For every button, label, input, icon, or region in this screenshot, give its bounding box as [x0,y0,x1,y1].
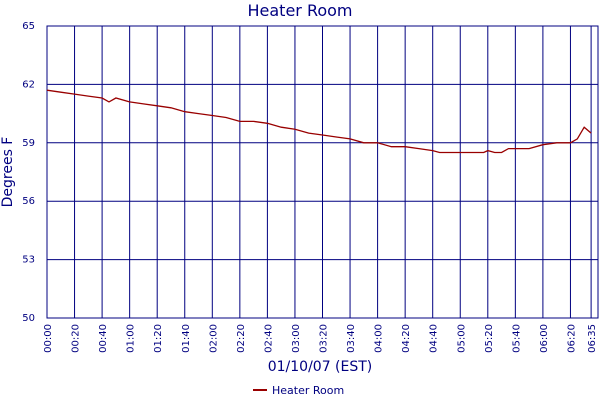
x-tick-label: 01:20 [153,324,164,353]
x-axis-label: 01/10/07 (EST) [267,359,373,375]
x-tick-label: 04:00 [374,324,385,353]
x-tick-label: 04:20 [401,324,412,353]
x-tick-label: 05:40 [511,324,522,353]
legend-swatch [253,389,267,391]
y-tick-label: 53 [22,255,35,266]
x-tick-label: 00:00 [43,324,54,353]
x-tick-label: 06:20 [566,324,577,353]
x-tick-label: 02:40 [263,324,274,353]
chart-title: Heater Room [247,1,353,20]
y-tick-label: 65 [22,21,35,32]
y-tick-label: 50 [22,313,35,324]
x-tick-label: 01:40 [181,324,192,353]
x-tick-label: 05:20 [484,324,495,353]
x-tick-label: 03:00 [291,324,302,353]
x-tick-label: 00:40 [98,324,109,353]
series-line [46,89,592,154]
x-tick-label: 04:40 [429,324,440,353]
x-tick-label: 06:00 [539,324,550,353]
x-tick-label: 03:20 [319,324,330,353]
y-tick-label: 59 [22,138,35,149]
y-tick-label: 56 [22,196,35,207]
x-tick-label: 06:35 [587,324,598,353]
x-tick-label: 00:20 [71,324,82,353]
x-tick-label: 05:00 [456,324,467,353]
legend: Heater Room [253,382,344,398]
x-tick-label: 01:00 [126,324,137,353]
x-tick-label: 03:40 [346,324,357,353]
x-tick-label: 02:20 [236,324,247,353]
x-tick-label: 02:00 [208,324,219,353]
y-axis-label: Degrees F [0,136,16,208]
y-tick-label: 62 [22,79,35,90]
legend-label: Heater Room [272,383,345,397]
